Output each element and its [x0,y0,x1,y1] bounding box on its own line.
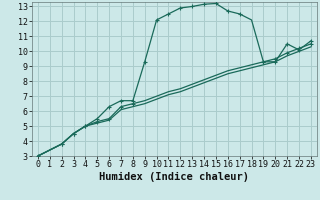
X-axis label: Humidex (Indice chaleur): Humidex (Indice chaleur) [100,172,249,182]
